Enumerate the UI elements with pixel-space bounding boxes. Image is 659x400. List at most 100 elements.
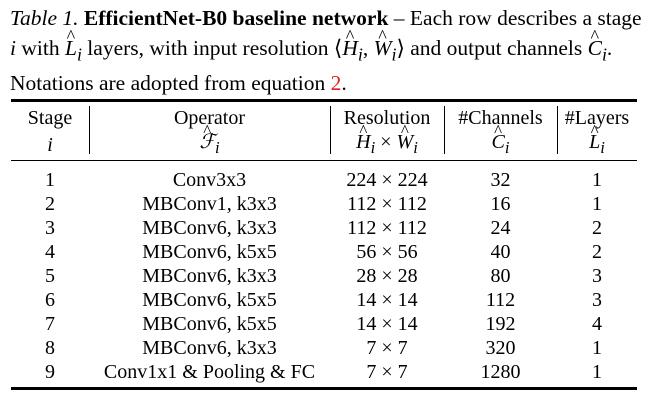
header-resolution-symbol: Hi × Wi	[330, 119, 444, 160]
column-divider	[557, 106, 558, 154]
cell-stage: 4	[45, 241, 55, 263]
table-top-rule	[11, 99, 637, 102]
table-header: Stage Operator Resolution #Channels #Lay…	[11, 106, 637, 160]
table-body: 1 Conv3x3 224 × 224 32 1 2 MBConv1, k3x3 112 ×…	[11, 168, 637, 384]
header-channels: #Channels	[458, 107, 543, 129]
table-row: 4 MBConv6, k5x5 56 × 56 40 2	[11, 240, 637, 264]
cell-channels: 320	[485, 337, 516, 359]
cell-operator: MBConv6, k3x3	[142, 217, 277, 239]
cell-channels: 40	[490, 241, 511, 263]
table-row: 7 MBConv6, k5x5 14 × 14 192 4	[11, 312, 637, 336]
math-sub: i	[504, 138, 510, 157]
caption-text: .	[341, 71, 347, 96]
cell-layers: 3	[592, 289, 602, 311]
table-header-rule	[11, 160, 637, 162]
cell-channels: 32	[490, 169, 511, 191]
math-sub: i	[391, 43, 397, 64]
cell-resolution: 7 × 7	[366, 337, 408, 359]
cell-stage: 5	[45, 265, 55, 287]
caption-text: with	[15, 35, 65, 60]
cell-operator: MBConv6, k5x5	[142, 241, 277, 263]
math-L-hat: L	[65, 22, 77, 64]
math-i: i	[10, 35, 16, 60]
cell-stage: 8	[45, 337, 55, 359]
math-F-hat: ℱ	[199, 119, 215, 154]
column-divider	[444, 106, 445, 154]
cell-stage: 3	[45, 217, 55, 239]
math-sub: i	[215, 138, 220, 157]
header-stage-symbol: i	[11, 130, 89, 160]
math-sub: i	[357, 43, 363, 64]
math-sub: i	[600, 138, 605, 157]
cell-layers: 1	[592, 169, 602, 191]
table-row: 9 Conv1x1 & Pooling & FC 7 × 7 1280 1	[11, 360, 637, 384]
table-rows: 1 Conv3x3 224 × 224 32 1 2 MBConv1, k3x3 112 ×…	[11, 168, 637, 384]
table-row: 8 MBConv6, k3x3 7 × 7 320 1	[11, 336, 637, 360]
table-row: 1 Conv3x3 224 × 224 32 1	[11, 168, 637, 192]
cell-operator: MBConv6, k5x5	[142, 313, 277, 335]
header-row-symbols: i ℱi Hi × Wi Ci Li	[11, 119, 637, 160]
cell-layers: 2	[592, 217, 602, 239]
cell-operator: Conv3x3	[172, 169, 247, 191]
column-divider	[89, 106, 90, 154]
math-sub: i	[413, 138, 418, 157]
caption-text: – Each row describes a stage	[388, 6, 642, 30]
math-C-hat: C	[492, 119, 506, 154]
header-resolution: Resolution	[343, 107, 431, 129]
cell-operator: MBConv1, k3x3	[142, 193, 277, 215]
cell-channels: 24	[490, 217, 511, 239]
caption-text: layers, with input resolution ⟨	[81, 35, 343, 60]
caption-text: . Notations are adopted from equation	[10, 35, 613, 96]
header-row-labels: Stage Operator Resolution #Channels #Lay…	[11, 106, 637, 130]
cell-resolution: 28 × 28	[356, 265, 418, 287]
cell-stage: 1	[45, 169, 55, 191]
header-operator: Operator	[173, 107, 246, 129]
cell-resolution: 7 × 7	[366, 361, 408, 383]
cell-channels: 1280	[480, 361, 521, 383]
cell-layers: 1	[592, 361, 602, 383]
cell-channels: 80	[490, 265, 511, 287]
header-channels-symbol: Ci	[444, 119, 557, 160]
cell-stage: 2	[45, 193, 55, 215]
cell-layers: 2	[592, 241, 602, 263]
math-sub: i	[76, 43, 82, 64]
math-H-hat: H	[356, 119, 371, 154]
cell-resolution: 224 × 224	[346, 169, 428, 191]
math-i: i	[47, 134, 53, 156]
cell-layers: 1	[592, 337, 602, 359]
header-stage: Stage	[27, 107, 73, 129]
cell-resolution: 14 × 14	[356, 313, 418, 335]
cell-stage: 9	[45, 361, 55, 383]
math-C-hat: C	[588, 22, 603, 64]
equation-reference-link[interactable]: 2	[330, 71, 342, 96]
table-row: 2 MBConv1, k3x3 112 × 112 16 1	[11, 192, 637, 216]
table-row: 3 MBConv6, k3x3 112 × 112 24 2	[11, 216, 637, 240]
caption-text: ⟩ and output channels	[396, 35, 588, 60]
cell-layers: 4	[592, 313, 602, 335]
column-divider	[330, 106, 331, 154]
header-operator-symbol: ℱi	[89, 119, 330, 160]
cell-resolution: 56 × 56	[356, 241, 418, 263]
cell-stage: 6	[45, 289, 55, 311]
table-bottom-rule	[11, 387, 637, 390]
caption-comma: ,	[362, 35, 374, 60]
cell-operator: Conv1x1 & Pooling & FC	[103, 361, 316, 383]
cell-operator: MBConv6, k3x3	[142, 265, 277, 287]
cell-resolution: 112 × 112	[347, 193, 427, 215]
header-layers: #Layers	[564, 107, 630, 129]
table-row: 5 MBConv6, k3x3 28 × 28 80 3	[11, 264, 637, 288]
cell-stage: 7	[45, 313, 55, 335]
table-caption: Table 1. EfficientNet-B0 baseline networ…	[10, 4, 650, 99]
cell-channels: 16	[490, 193, 511, 215]
cell-resolution: 14 × 14	[356, 289, 418, 311]
cell-operator: MBConv6, k3x3	[142, 337, 277, 359]
math-times: ×	[375, 131, 397, 153]
cell-channels: 112	[485, 289, 516, 311]
math-L-hat: L	[589, 119, 600, 154]
cell-operator: MBConv6, k5x5	[142, 289, 277, 311]
cell-channels: 192	[485, 313, 516, 335]
math-W-hat: W	[374, 22, 392, 64]
cell-resolution: 112 × 112	[347, 217, 427, 239]
header-layers-symbol: Li	[557, 119, 637, 160]
caption-title: EfficientNet-B0 baseline network	[83, 6, 389, 30]
